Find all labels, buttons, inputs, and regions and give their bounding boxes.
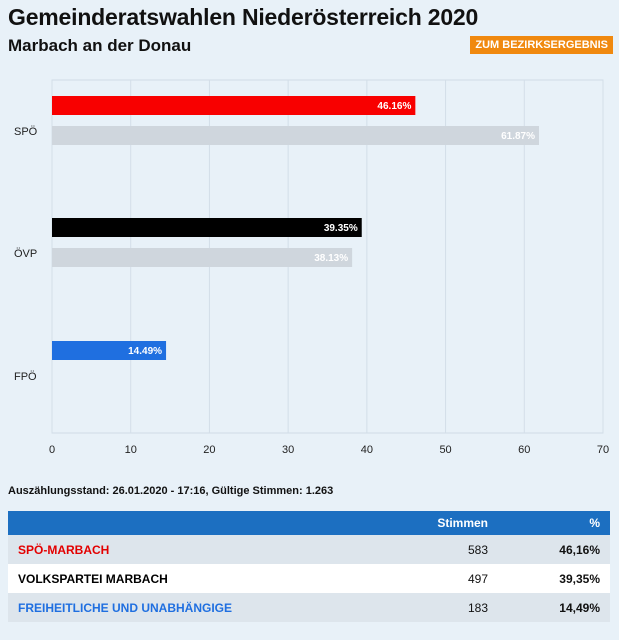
- bar-previous-label: 61.87%: [501, 131, 535, 142]
- bar-current-label: 39.35%: [324, 223, 358, 234]
- results-table: Stimmen % SPÖ-MARBACH 583 46,16% VOLKSPA…: [8, 511, 610, 622]
- table-row: SPÖ-MARBACH 583 46,16%: [8, 535, 610, 564]
- bar-current-label: 46.16%: [377, 101, 411, 112]
- page-title: Gemeinderatswahlen Niederösterreich 2020: [8, 4, 479, 30]
- x-tick-label: 20: [203, 444, 215, 456]
- district-result-button[interactable]: ZUM BEZIRKSERGEBNIS: [470, 36, 613, 54]
- party-name-spoe[interactable]: SPÖ-MARBACH: [8, 535, 368, 564]
- bar-current: [52, 96, 416, 115]
- bar-current: [52, 218, 362, 237]
- header-party: [8, 511, 368, 535]
- x-tick-label: 50: [439, 444, 451, 456]
- bar-previous: [52, 126, 540, 145]
- bar-previous: [52, 248, 353, 267]
- category-label: FPÖ: [14, 371, 37, 383]
- x-tick-label: 70: [597, 444, 609, 456]
- x-tick-label: 0: [49, 444, 55, 456]
- header-percent: %: [498, 511, 610, 535]
- votes-spoe: 583: [368, 535, 498, 564]
- header-votes: Stimmen: [368, 511, 498, 535]
- votes-oevp: 497: [368, 564, 498, 593]
- table-row: VOLKSPARTEI MARBACH 497 39,35%: [8, 564, 610, 593]
- municipality-subtitle: Marbach an der Donau: [8, 36, 192, 55]
- percent-fpoe: 14,49%: [498, 593, 610, 622]
- percent-spoe: 46,16%: [498, 535, 610, 564]
- party-name-fpoe[interactable]: FREIHEITLICHE UND UNABHÄNGIGE: [8, 593, 368, 622]
- category-label: SPÖ: [14, 126, 38, 138]
- percent-oevp: 39,35%: [498, 564, 610, 593]
- x-tick-label: 40: [361, 444, 373, 456]
- party-name-oevp[interactable]: VOLKSPARTEI MARBACH: [8, 564, 368, 593]
- table-row: FREIHEITLICHE UND UNABHÄNGIGE 183 14,49%: [8, 593, 610, 622]
- bar-current: [52, 341, 167, 360]
- bar-current-label: 14.49%: [128, 346, 162, 357]
- results-chart: 0 10 20 30 40 50 60 70 46.16% 61.87% SPÖ 39.35% 38.1…: [0, 75, 619, 470]
- count-status: Auszählungsstand: 26.01.2020 - 17:16, Gü…: [8, 485, 334, 497]
- x-tick-label: 30: [282, 444, 294, 456]
- x-tick-label: 10: [125, 444, 137, 456]
- bar-previous-label: 38.13%: [314, 253, 348, 264]
- category-label: ÖVP: [14, 248, 37, 260]
- results-table-header: Stimmen %: [8, 511, 610, 535]
- results-chart-svg: 0 10 20 30 40 50 60 70 46.16% 61.87% SPÖ 39.35% 38.1…: [14, 79, 609, 456]
- x-tick-label: 60: [518, 444, 530, 456]
- votes-fpoe: 183: [368, 593, 498, 622]
